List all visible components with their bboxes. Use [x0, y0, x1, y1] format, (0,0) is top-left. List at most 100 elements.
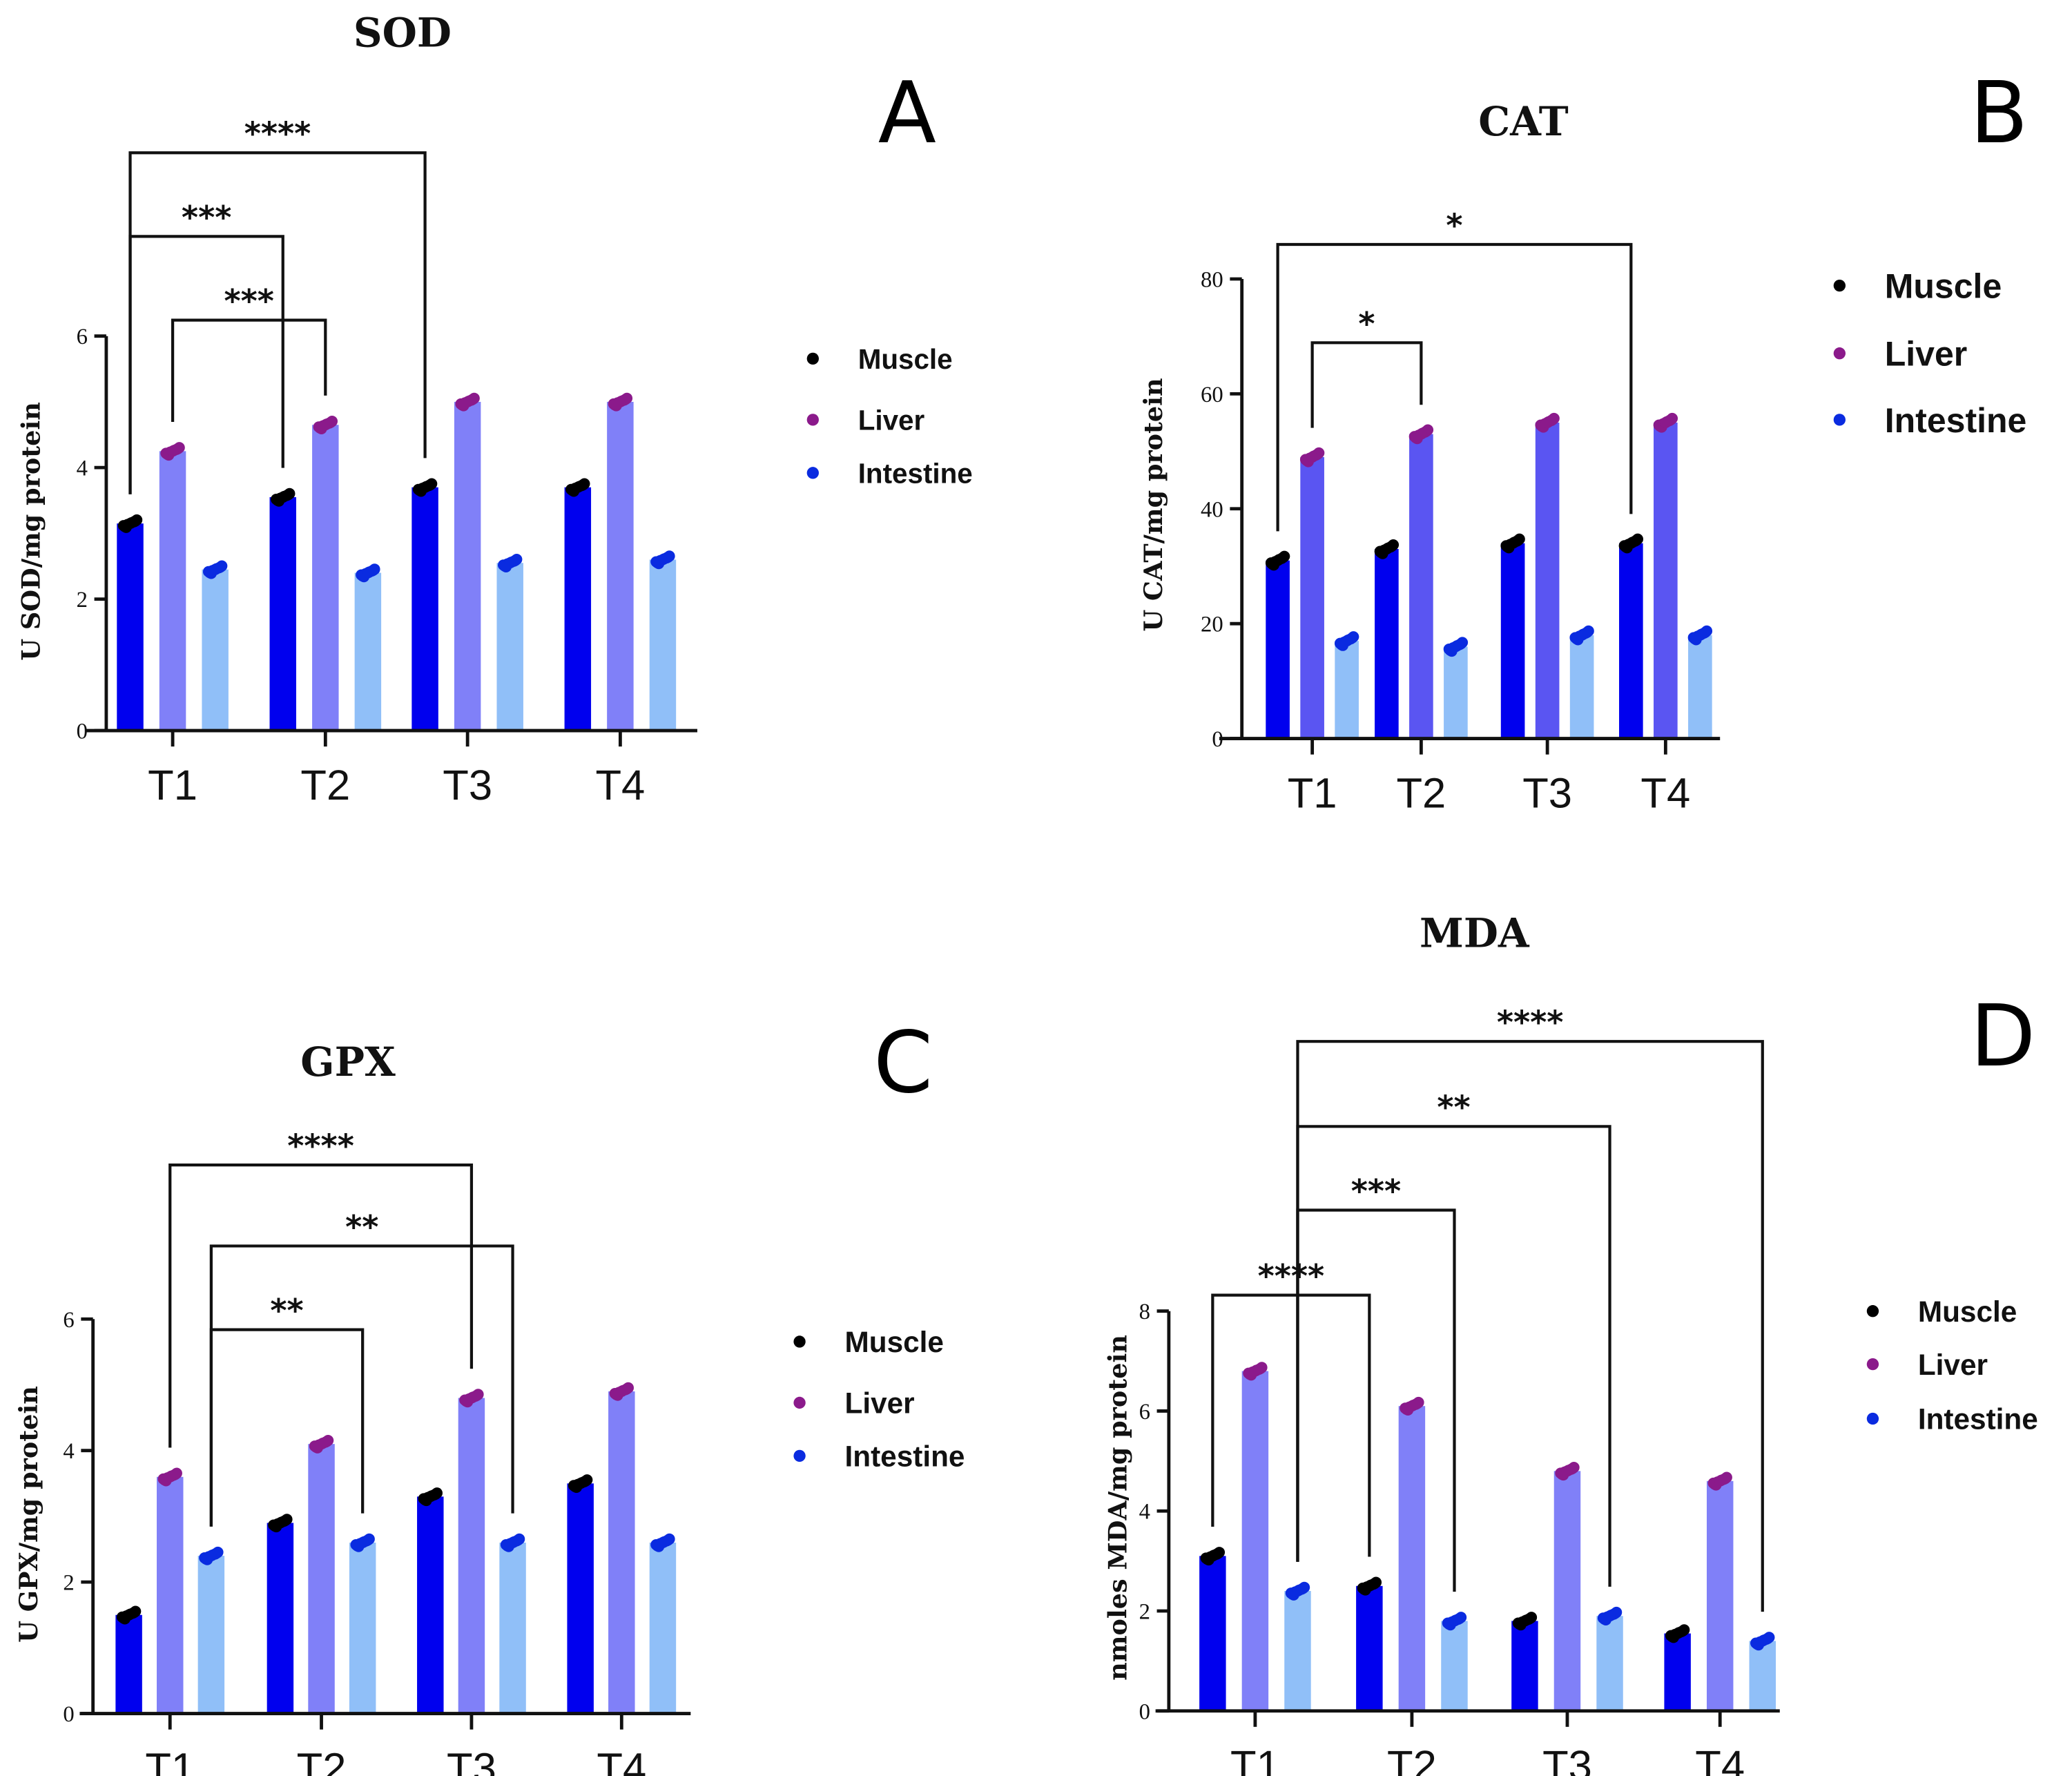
- data-point-muscle: [425, 1491, 436, 1503]
- bar-liver-t2: [1398, 1406, 1426, 1711]
- y-tick-label: 4: [77, 456, 88, 481]
- data-point-intestine: [1450, 641, 1462, 653]
- data-point-liver: [1542, 416, 1553, 429]
- data-point-muscle: [1381, 543, 1393, 555]
- x-tick-label: T2: [1387, 1742, 1437, 1776]
- bar-intestine-t3: [499, 1543, 526, 1714]
- significance-label: ****: [244, 115, 311, 153]
- data-point-muscle: [274, 1517, 286, 1529]
- legend-label: Muscle: [844, 1326, 943, 1358]
- significance-label: *: [1446, 206, 1462, 244]
- bar-muscle-t1: [117, 523, 144, 731]
- data-point-intestine: [1694, 629, 1706, 641]
- y-tick-label: 8: [1139, 1300, 1150, 1324]
- data-point-muscle: [572, 481, 583, 493]
- legend-marker-intestine: [806, 467, 819, 479]
- x-tick-label: T3: [443, 762, 492, 809]
- bar-intestine-t1: [1284, 1591, 1311, 1711]
- data-point-intestine: [357, 1536, 369, 1549]
- data-point-liver: [1415, 428, 1427, 440]
- bar-muscle-t3: [417, 1496, 444, 1714]
- significance-label: *: [1358, 305, 1375, 342]
- data-point-muscle: [1625, 537, 1637, 549]
- y-tick-label: 6: [1139, 1400, 1150, 1425]
- data-point-liver: [614, 396, 626, 408]
- data-point-muscle: [1672, 1628, 1683, 1639]
- significance-bracket: [1276, 242, 1633, 532]
- y-tick-label: 40: [1201, 497, 1223, 522]
- bar-liver-t2: [312, 425, 339, 731]
- data-point-intestine: [504, 557, 516, 569]
- y-tick-label: 0: [1139, 1699, 1150, 1724]
- data-point-intestine: [1576, 629, 1588, 641]
- x-tick-label: T4: [597, 1745, 646, 1776]
- panel-d: MDA D 0 2 4 6 8 T1 T2 T3 T4 nmoles MDA/mg protein **…: [1103, 910, 2038, 1776]
- x-tick-label: T4: [1695, 1742, 1745, 1776]
- bar-liver-t1: [1241, 1371, 1269, 1711]
- data-point-muscle: [124, 518, 136, 530]
- data-point-liver: [316, 1438, 327, 1450]
- bar-liver-t4: [607, 401, 634, 731]
- significance-label: ****: [1497, 1004, 1564, 1041]
- y-axis-label: U SOD/mg protein: [17, 402, 46, 661]
- data-point-intestine: [657, 554, 669, 566]
- legend-label: Liver: [1885, 335, 1968, 374]
- bar-liver-t1: [157, 1476, 184, 1714]
- x-tick-label: T1: [148, 762, 197, 809]
- x-tick-label: T2: [300, 762, 350, 809]
- bar-muscle-t1: [1266, 560, 1290, 739]
- bar-muscle-t3: [412, 487, 438, 731]
- data-point-liver: [1561, 1465, 1574, 1477]
- data-point-liver: [1714, 1475, 1726, 1487]
- data-point-liver: [1249, 1365, 1261, 1377]
- significance-bracket: [1310, 341, 1423, 428]
- bar-muscle-t2: [1356, 1585, 1383, 1711]
- y-axis-label: nmoles MDA/mg protein: [1103, 1335, 1132, 1681]
- bar-intestine-t4: [649, 559, 677, 731]
- x-tick-label: T4: [1640, 770, 1690, 818]
- significance-label: ****: [287, 1128, 354, 1165]
- significance-bracket: [128, 151, 427, 494]
- bar-muscle-t3: [1511, 1621, 1538, 1711]
- data-point-liver: [1660, 416, 1672, 429]
- legend-label: Intestine: [1918, 1403, 2038, 1436]
- legend-marker-intestine: [793, 1449, 806, 1463]
- bar-liver-t1: [159, 451, 186, 731]
- significance-bracket: [209, 1328, 365, 1527]
- significance-bracket: [171, 318, 327, 423]
- y-tick-label: 60: [1201, 383, 1223, 407]
- y-tick-label: 6: [63, 1308, 74, 1333]
- bar-muscle-t1: [1199, 1556, 1226, 1711]
- data-point-liver: [320, 419, 331, 431]
- x-tick-label: T3: [1522, 770, 1572, 818]
- y-tick-label: 0: [63, 1702, 74, 1727]
- panel-b: CAT B 0 20 40 60 80 T1 T2 T3 T4 U CAT/mg protein * * M…: [1139, 64, 2028, 818]
- y-tick-label: 0: [77, 720, 88, 744]
- bar-intestine-t3: [1596, 1616, 1623, 1711]
- data-point-intestine: [507, 1536, 519, 1549]
- y-tick-label: 80: [1201, 268, 1223, 293]
- legend-marker-liver: [806, 414, 819, 426]
- significance-label: ***: [224, 282, 273, 320]
- bar-intestine-t2: [1444, 646, 1468, 739]
- y-tick-label: 6: [77, 325, 88, 349]
- significance-label: **: [1437, 1089, 1470, 1126]
- panel-letter: C: [873, 1014, 933, 1112]
- legend-marker-muscle: [1866, 1305, 1879, 1317]
- data-point-liver: [465, 1392, 478, 1404]
- x-tick-label: T1: [1230, 1742, 1280, 1776]
- significance-label: **: [270, 1292, 303, 1329]
- data-point-muscle: [277, 491, 289, 503]
- bar-liver-t2: [1409, 434, 1433, 739]
- panel-letter: B: [1970, 64, 2028, 163]
- bar-liver-t4: [1706, 1480, 1734, 1711]
- bar-muscle-t3: [1500, 543, 1525, 739]
- significance-bracket: [168, 1163, 474, 1448]
- significance-label: **: [345, 1208, 378, 1246]
- bar-muscle-t4: [564, 487, 592, 731]
- bar-muscle-t1: [115, 1614, 142, 1714]
- significance-bracket: [1211, 1293, 1371, 1557]
- data-point-intestine: [1756, 1635, 1768, 1647]
